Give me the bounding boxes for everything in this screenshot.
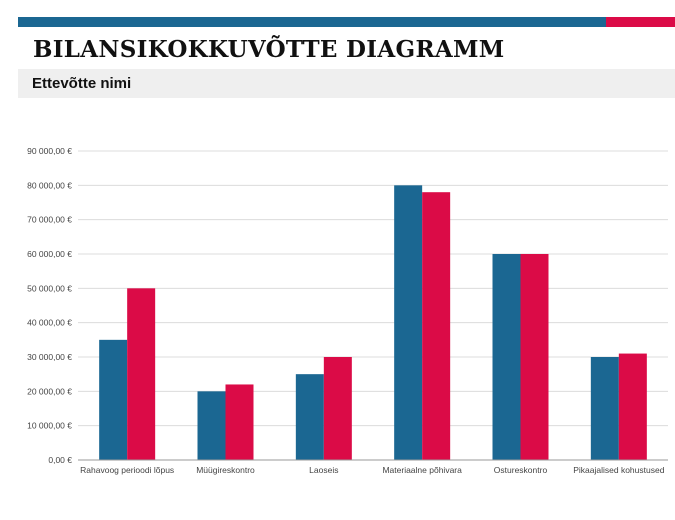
y-tick-label: 50 000,00 € bbox=[27, 283, 72, 293]
bar-series-2 bbox=[323, 357, 352, 460]
x-tick-label: Rahavoog perioodi lõpus bbox=[80, 465, 174, 475]
x-tick-label: Laoseis bbox=[309, 465, 338, 475]
bar-series-2 bbox=[422, 192, 451, 460]
y-tick-label: 0,00 € bbox=[48, 455, 72, 465]
bar-series-2 bbox=[520, 254, 549, 460]
bar-series-1 bbox=[394, 185, 423, 461]
y-tick-label: 70 000,00 € bbox=[27, 215, 72, 225]
top-accent-bar bbox=[18, 17, 675, 27]
y-tick-label: 60 000,00 € bbox=[27, 249, 72, 259]
bar-series-2 bbox=[127, 288, 156, 460]
y-tick-label: 10 000,00 € bbox=[27, 421, 72, 431]
page-title: BILANSIKOKKUVÕTTE DIAGRAMM bbox=[33, 36, 505, 63]
bar-series-2 bbox=[618, 353, 647, 460]
y-tick-label: 20 000,00 € bbox=[27, 386, 72, 396]
x-tick-label: Ostureskontro bbox=[494, 465, 548, 475]
y-tick-label: 30 000,00 € bbox=[27, 352, 72, 362]
bar-series-1 bbox=[295, 374, 324, 460]
y-tick-label: 90 000,00 € bbox=[27, 146, 72, 156]
y-tick-label: 40 000,00 € bbox=[27, 318, 72, 328]
bar-series-1 bbox=[197, 391, 226, 460]
x-tick-label: Müügireskontro bbox=[196, 465, 255, 475]
x-tick-label: Pikaajalised kohustused bbox=[573, 465, 664, 475]
company-name: Ettevõtte nimi bbox=[32, 75, 132, 92]
bar-series-1 bbox=[492, 254, 521, 460]
bar-series-2 bbox=[225, 384, 254, 460]
x-tick-label: Materiaalne põhivara bbox=[382, 465, 462, 475]
subtitle-band bbox=[18, 69, 675, 98]
bar-series-1 bbox=[99, 339, 128, 460]
top-accent-bar-blue bbox=[18, 17, 606, 27]
bar-series-1 bbox=[590, 357, 619, 460]
y-tick-label: 80 000,00 € bbox=[27, 180, 72, 190]
top-accent-bar-red bbox=[606, 17, 675, 27]
